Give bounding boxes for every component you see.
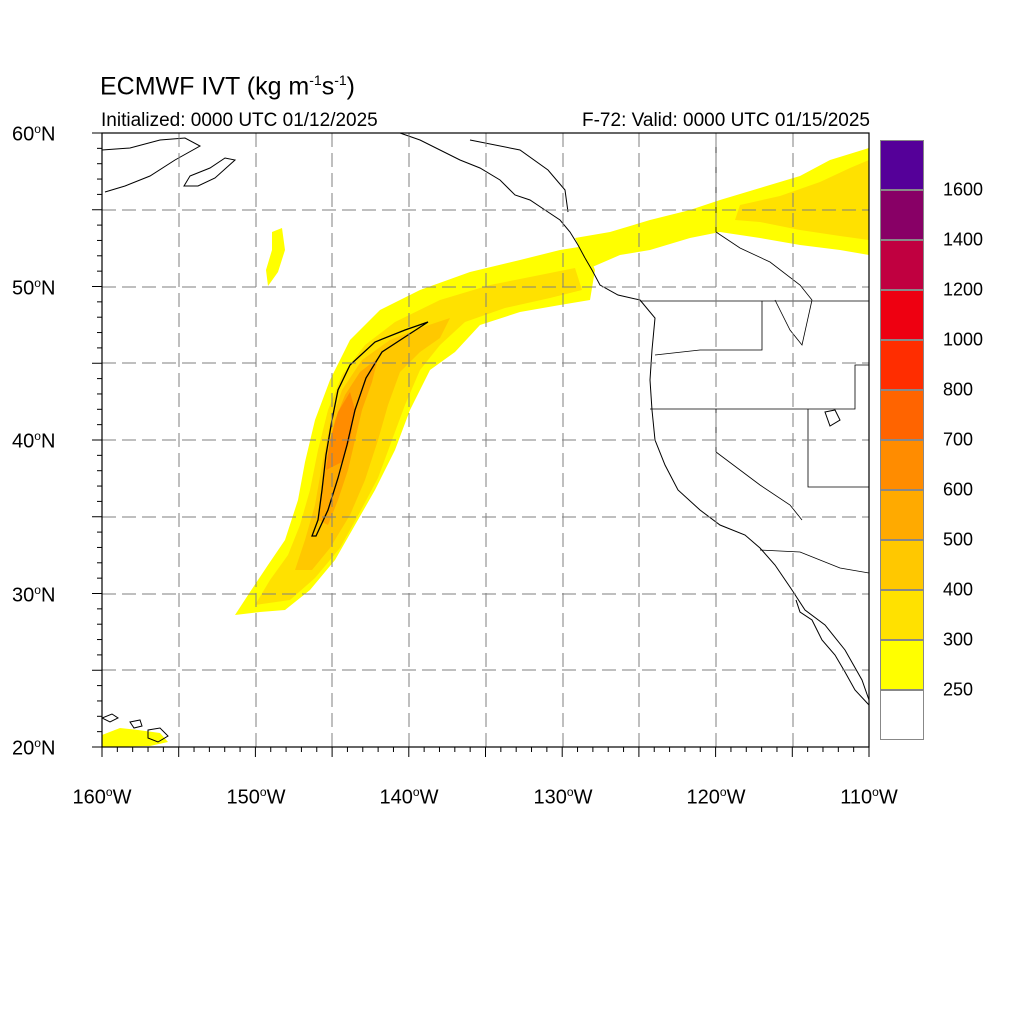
lat-label-50: 50oN — [12, 276, 56, 300]
colorbar-swatch — [880, 490, 924, 540]
political-borders — [640, 133, 869, 574]
map-title: ECMWF IVT (kg m-1s-1) — [100, 72, 355, 101]
ivt-plume-canada-core — [735, 160, 869, 240]
colorbar — [880, 140, 926, 740]
lon-label-160: 160oW — [72, 785, 132, 809]
lon-label-150: 150oW — [226, 785, 286, 809]
lat-label-60: 60oN — [12, 122, 56, 146]
gridlines — [102, 133, 869, 747]
colorbar-label: 250 — [943, 679, 974, 700]
colorbar-swatch — [880, 240, 924, 290]
colorbar-swatch — [880, 440, 924, 490]
colorbar-label: 500 — [943, 529, 974, 550]
lon-label-120: 120oW — [686, 785, 746, 809]
colorbar-label: 400 — [943, 579, 974, 600]
colorbar-swatch — [880, 140, 924, 190]
lat-label-40: 40oN — [12, 429, 56, 453]
ivt-river-max — [326, 392, 355, 470]
colorbar-swatch — [880, 540, 924, 590]
ivt-patch-hawaii — [102, 728, 168, 747]
colorbar-label: 1400 — [943, 229, 984, 250]
ivt-patch-north — [266, 228, 285, 286]
ivt-plume-canada — [575, 148, 869, 268]
colorbar-label: 300 — [943, 629, 974, 650]
colorbar-swatch — [880, 340, 924, 390]
colorbar-label: 700 — [943, 429, 974, 450]
init-time-label: Initialized: 0000 UTC 01/12/2025 — [101, 110, 378, 131]
axis-ticks — [92, 132, 870, 757]
colorbar-swatch — [880, 640, 924, 690]
lat-label-30: 30oN — [12, 583, 56, 607]
lon-label-130: 130oW — [533, 785, 593, 809]
colorbar-label: 1200 — [943, 279, 984, 300]
colorbar-label: 1600 — [943, 179, 984, 200]
colorbar-label: 800 — [943, 379, 974, 400]
colorbar-swatch — [880, 190, 924, 240]
valid-time-label: F-72: Valid: 0000 UTC 01/15/2025 — [582, 110, 870, 131]
colorbar-swatch — [880, 590, 924, 640]
colorbar-swatch — [880, 390, 924, 440]
lon-label-140: 140oW — [379, 785, 439, 809]
colorbar-label: 600 — [943, 479, 974, 500]
colorbar-swatch — [880, 690, 924, 740]
lon-label-110: 110oW — [840, 785, 898, 809]
ivt-contour-line — [311, 321, 429, 537]
colorbar-label: 1000 — [943, 329, 984, 350]
lat-label-20: 20oN — [12, 736, 56, 760]
coastlines — [102, 133, 869, 743]
colorbar-swatch — [880, 290, 924, 340]
